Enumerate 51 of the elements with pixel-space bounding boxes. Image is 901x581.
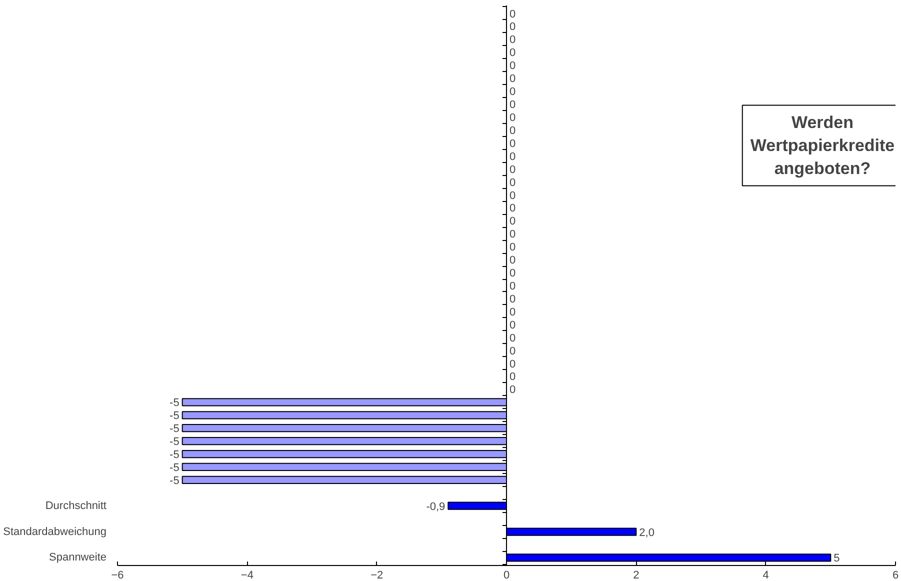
text: Werden Wertpapierkredite angeboten? [750, 113, 895, 178]
data-label: 0 [510, 306, 516, 318]
data-label: 0 [510, 293, 516, 306]
data-label: 0 [510, 268, 516, 280]
data-label: -5 [170, 462, 180, 474]
data-label: 0 [510, 73, 516, 86]
data-label: 0 [510, 332, 516, 344]
data-label: 0 [510, 86, 516, 98]
data-label: -5 [170, 423, 180, 436]
y-tick-label: Standardabweichung [3, 526, 107, 538]
x-tick-label: −4 [240, 570, 254, 581]
data-label: 0 [510, 34, 516, 46]
data-label: 0 [510, 216, 516, 228]
data-label: 0 [510, 124, 516, 137]
data-label: 0 [510, 21, 516, 34]
data-label: -5 [170, 474, 180, 487]
data-label: 0 [510, 176, 516, 189]
data-label: 0 [510, 112, 516, 124]
data-label: 0 [510, 47, 516, 60]
data-label: 0 [510, 60, 516, 72]
data-label: 0 [510, 138, 516, 150]
data-label: 0 [510, 228, 516, 241]
data-label: -5 [170, 397, 180, 410]
data-label: 0 [510, 8, 516, 20]
data-label: -0,9 [426, 500, 446, 513]
x-tick-label: −6 [111, 570, 124, 581]
data-label: 0 [510, 345, 516, 358]
data-label: 0 [510, 254, 516, 267]
data-label: -5 [170, 410, 180, 422]
x-tick-label: 2 [633, 570, 640, 581]
data-label: 0 [510, 150, 516, 163]
data-label: 5 [834, 552, 840, 565]
data-label: 2,0 [639, 526, 654, 539]
y-tick-label: Spannweite [49, 552, 107, 564]
data-label: 0 [510, 164, 516, 176]
y-tick-label: Durchschnitt [45, 500, 107, 512]
data-label: 0 [510, 99, 516, 112]
x-tick-label: 4 [762, 570, 769, 581]
data-label: -5 [170, 436, 180, 448]
data-label: -5 [170, 449, 180, 462]
data-label: 0 [510, 202, 516, 215]
data-label: 0 [510, 280, 516, 292]
data-label: 0 [510, 371, 516, 384]
data-label: 0 [510, 319, 516, 332]
data-label: 0 [510, 384, 516, 396]
x-tick-label: −2 [370, 570, 384, 581]
data-label: 0 [510, 358, 516, 370]
x-tick-label: 6 [892, 570, 899, 581]
data-label: 0 [510, 242, 516, 254]
x-tick-label: 0 [503, 570, 510, 581]
data-label: 0 [510, 190, 516, 202]
